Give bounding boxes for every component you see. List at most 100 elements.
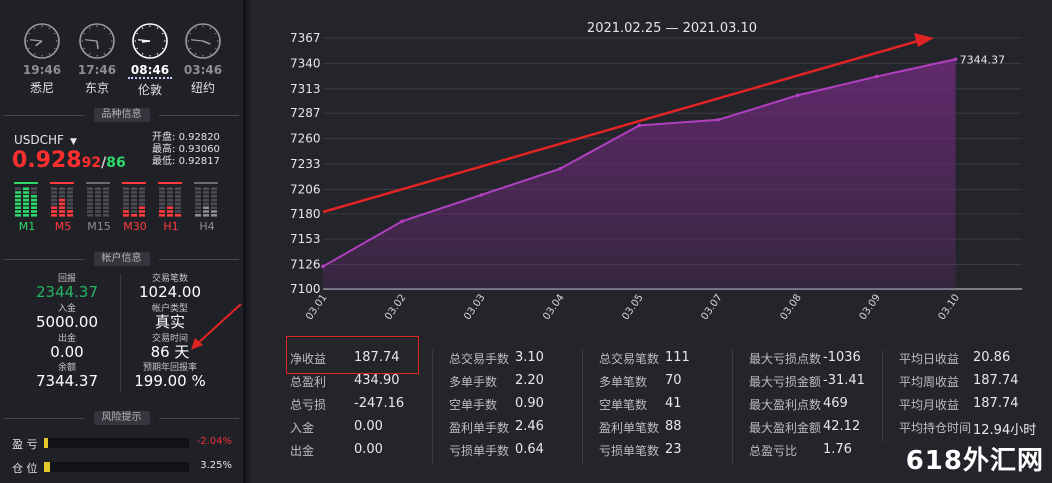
- clock-sydney[interactable]: 19:46 悉尼: [20, 22, 64, 96]
- chart-area-fill: [323, 59, 956, 289]
- deposit-label: 入金: [57, 304, 76, 314]
- stat-row: 亏损单手数 0.64: [441, 442, 582, 465]
- stat-value: -1036: [823, 350, 861, 365]
- stat-value: 2.46: [515, 419, 544, 434]
- data-point: [400, 219, 404, 224]
- y-tick-label: 7340: [290, 56, 321, 70]
- timeframe-m1[interactable]: M1: [12, 182, 42, 233]
- clock-newyork[interactable]: 03:46 纽约: [181, 22, 225, 96]
- account-balance: 余额 7344.37: [12, 363, 122, 389]
- y-tick-label: 7313: [290, 82, 321, 96]
- deposit-value: 5000.00: [35, 313, 99, 331]
- y-tick-label: 7206: [290, 182, 321, 196]
- clock-london[interactable]: 08:46 伦敦: [128, 22, 172, 98]
- stat-label: 出金: [290, 444, 315, 458]
- strength-meter-icon: [122, 182, 146, 217]
- stat-label: 最大亏损金额: [749, 375, 822, 389]
- stat-value: 2.20: [515, 373, 544, 388]
- x-tick-label: 03.03: [462, 292, 487, 322]
- stat-row: 总亏损 -247.16: [290, 396, 440, 419]
- strength-meter-icon: [86, 182, 110, 217]
- symbol-name: USDCHF: [14, 133, 64, 147]
- strength-meter-icon: [14, 182, 38, 217]
- right-panel: 2021.02.25 — 2021.03.10 7100 7126 7153 7180…: [250, 0, 1052, 483]
- stat-value: 0.64: [515, 442, 544, 457]
- stat-row: 平均周收益 187.74: [891, 373, 1032, 396]
- stat-value: 1.76: [823, 442, 852, 457]
- return-label: 回报: [57, 274, 76, 284]
- stats-column: 平均日收益 20.86 平均周收益 187.74 平均月收益 187.74 平均持仓时间 12…: [882, 350, 1036, 442]
- x-tick-label: 03.07: [699, 292, 724, 322]
- equity-chart[interactable]: 2021.02.25 — 2021.03.10 7100 7126 7153 7180…: [250, 0, 1052, 335]
- account-annual: 预期年回报率 199.00 %: [115, 363, 225, 389]
- section-account-title: 帐户信息: [0, 252, 243, 266]
- y-tick-label: 7367: [290, 31, 321, 45]
- bid-main: 0.928: [12, 148, 82, 173]
- low-label: 最低:: [152, 156, 176, 167]
- timeframe-h4[interactable]: H4: [192, 182, 222, 233]
- risk-position: 仓 位 3.25%: [12, 460, 232, 475]
- stat-row: 平均月收益 187.74: [891, 396, 1032, 419]
- timeframe-m30[interactable]: M30: [120, 182, 150, 233]
- trend-arrow-shaft: [322, 39, 919, 214]
- stats-column: 最大亏损点数 -1036 最大亏损金额 -31.41 最大盈利点数 469 最大盈利金额 42…: [732, 350, 882, 465]
- clock-tokyo[interactable]: 17:46 东京: [75, 22, 119, 96]
- return-value: 2344.37: [35, 283, 99, 301]
- high-value: 0.93060: [178, 144, 220, 155]
- x-tick-label: 03.10: [937, 292, 962, 322]
- risk-position-value: 3.25%: [200, 460, 232, 471]
- y-tick-label: 7126: [290, 258, 321, 272]
- clock-city: 伦敦: [137, 83, 162, 97]
- data-point: [558, 166, 563, 171]
- clock-face-icon: [132, 23, 168, 59]
- symbol-selector[interactable]: USDCHF ▼: [14, 133, 77, 147]
- stat-label: 空单手数: [449, 398, 498, 412]
- stat-row: 净收益 187.74: [290, 350, 440, 373]
- ask-sub: 86: [106, 155, 126, 171]
- timeframe-m5[interactable]: M5: [48, 182, 78, 233]
- risk-position-label: 仓 位: [12, 462, 38, 475]
- timeframe-label: H1: [163, 220, 179, 233]
- stat-row: 空单手数 0.90: [441, 396, 582, 419]
- chevron-down-icon: ▼: [69, 137, 77, 147]
- stat-label: 平均周收益: [899, 375, 960, 389]
- stat-value: 23: [665, 442, 682, 457]
- stat-label: 总交易手数: [449, 352, 510, 366]
- trend-arrow-head: [914, 33, 934, 47]
- clock-face-icon: [79, 23, 115, 59]
- stat-label: 空单笔数: [599, 398, 648, 412]
- strength-meter-icon: [158, 182, 182, 217]
- clock-city: 悉尼: [29, 81, 54, 95]
- stat-label: 入金: [290, 421, 315, 435]
- section-risk-label: 风险提示: [93, 411, 150, 425]
- risk-pnl-bar: [44, 438, 189, 448]
- stat-row: 多单手数 2.20: [441, 373, 582, 396]
- stat-row: 空单笔数 41: [591, 396, 732, 419]
- y-tick-label: 7153: [290, 232, 321, 246]
- stat-label: 平均日收益: [899, 352, 960, 366]
- account-type: 帐户类型 真实: [115, 304, 225, 330]
- stat-label: 亏损单手数: [449, 444, 510, 458]
- strength-meter-icon: [194, 182, 218, 217]
- chart-last-value-label: 7344.37: [960, 53, 1006, 66]
- x-tick-label: 03.09: [858, 292, 883, 322]
- stat-row: 出金 0.00: [290, 442, 440, 465]
- y-tick-label: 7287: [290, 106, 321, 120]
- y-tick-label: 7180: [290, 207, 321, 221]
- stat-label: 最大亏损点数: [749, 352, 822, 366]
- stat-value: 0.00: [354, 442, 383, 457]
- timeframe-h1[interactable]: H1: [156, 182, 186, 233]
- trades-label: 交易笔数: [151, 274, 188, 284]
- balance-value: 7344.37: [35, 372, 99, 390]
- data-point: [716, 117, 721, 122]
- withdraw-label: 出金: [57, 334, 76, 344]
- trades-value: 1024.00: [138, 283, 202, 301]
- left-panel: 19:46 悉尼 17:46 东京 08:46 伦敦 03:46 纽约 品种信息 USD…: [0, 0, 246, 483]
- chart-points: [321, 57, 958, 269]
- stat-row: 总交易笔数 111: [591, 350, 732, 373]
- stats-column: 净收益 187.74 总盈利 434.90 总亏损 -247.16 入金 0.00 出金 0.00: [290, 350, 440, 465]
- x-tick-label: 03.08: [778, 292, 803, 322]
- timeframe-m15[interactable]: M15: [84, 182, 114, 233]
- withdraw-value: 0.00: [50, 343, 84, 361]
- high-label: 最高:: [152, 144, 176, 155]
